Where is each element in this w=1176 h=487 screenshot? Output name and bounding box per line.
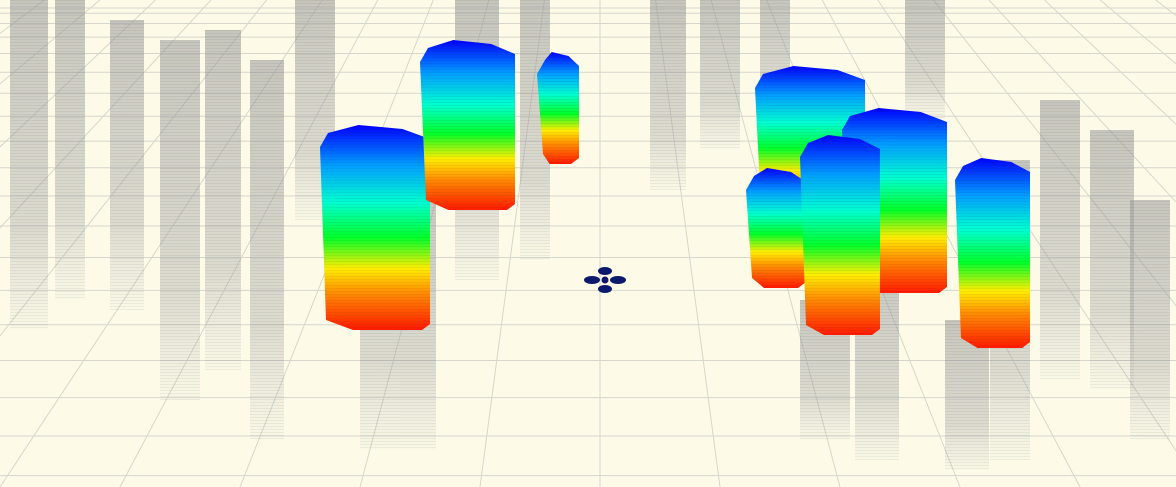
ghost-voxel-stripes xyxy=(905,0,945,120)
grid-line xyxy=(1099,0,1176,65)
occupied-voxel-stripes xyxy=(800,135,880,335)
grid-line xyxy=(988,0,1176,203)
ghost-voxel-stripes xyxy=(700,0,740,150)
drone-rotor-right xyxy=(610,276,626,284)
drone-rotor-front xyxy=(598,267,612,275)
drone-rotor-left xyxy=(584,276,600,284)
ghost-voxel-stripes xyxy=(1040,100,1080,380)
ghost-voxel-stripes xyxy=(1090,130,1134,390)
occupied-voxel-stripes xyxy=(746,168,806,288)
ghost-voxel-stripes xyxy=(205,30,241,370)
occupied-voxel-stripes xyxy=(420,40,515,210)
quadrotor-drone-icon xyxy=(601,276,609,284)
ghost-voxel-stripes xyxy=(110,20,144,310)
grid-line xyxy=(1043,0,1176,125)
occupied-voxel-stripes xyxy=(955,158,1030,348)
occupied-voxel-stripes xyxy=(320,125,430,330)
ghost-voxel-stripes xyxy=(1130,200,1170,440)
ghost-voxel-stripes xyxy=(250,60,284,440)
ghost-voxel-stripes xyxy=(55,0,85,300)
occupied-voxel-stripes xyxy=(537,52,579,164)
grid-line xyxy=(932,0,1176,307)
grid-line xyxy=(239,0,434,487)
robot-marker[interactable] xyxy=(584,267,626,293)
drone-rotor-back xyxy=(598,285,612,293)
occupied-voxel-layer xyxy=(320,40,1030,348)
ghost-voxel-stripes xyxy=(160,40,200,400)
ghost-voxel-stripes xyxy=(10,0,48,330)
ghost-voxel-stripes xyxy=(650,0,686,190)
grid-line xyxy=(0,0,212,229)
